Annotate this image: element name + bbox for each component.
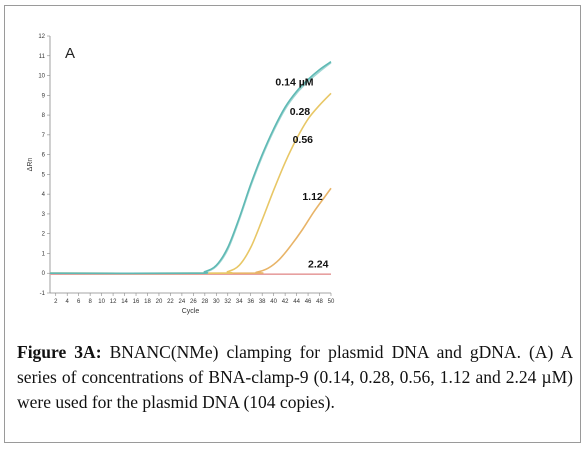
- y-tick-label: 9: [42, 93, 46, 99]
- series-label-0: 0.14 µM: [275, 76, 313, 88]
- y-tick-label: 12: [38, 34, 45, 40]
- x-tick-label: 24: [179, 299, 186, 305]
- figure-frame: A -1 0 1 2 3 4 5 6 7 8 9 10 11 12 2 4 6 8 10 12 14 16 18 20 22 24…: [4, 5, 581, 443]
- series-layer: [49, 61, 332, 276]
- x-tick-label: 10: [98, 299, 105, 305]
- series-line-3: [49, 187, 332, 275]
- x-tick-label: 26: [190, 299, 197, 305]
- y-tick-label: 8: [42, 113, 46, 119]
- x-tick-label: 6: [77, 299, 81, 305]
- x-tick-label: 2: [54, 299, 58, 305]
- x-tick-label: 28: [201, 299, 208, 305]
- x-tick-label: 30: [213, 299, 220, 305]
- series-label-4: 2.24: [308, 258, 329, 270]
- series-labels: 0.14 µM 0.28 0.56 1.12 2.24: [275, 76, 328, 270]
- y-tick-label: 7: [42, 133, 46, 139]
- y-tick-label: 0: [42, 271, 46, 277]
- y-tick-label: 2: [42, 232, 46, 238]
- x-tick-label: 4: [66, 299, 70, 305]
- series-line-0: [49, 61, 332, 275]
- y-axis-title: ΔRn: [27, 158, 34, 172]
- y-tick-label: 6: [42, 153, 46, 159]
- caption-label: Figure 3A:: [17, 342, 102, 362]
- y-tick-label: 10: [38, 74, 45, 80]
- y-tick-label: 3: [42, 212, 46, 218]
- x-tick-label: 38: [259, 299, 266, 305]
- caption-text: BNANC(NMe) clamping for plasmid DNA and …: [17, 342, 574, 412]
- x-tick-label: 32: [224, 299, 231, 305]
- x-tick-label: 42: [282, 299, 289, 305]
- x-tick-label: 34: [236, 299, 243, 305]
- x-axis-title: Cycle: [182, 308, 200, 315]
- x-tick-label: 36: [247, 299, 254, 305]
- y-tick-label: 11: [39, 54, 46, 60]
- y-tick-label: 4: [42, 192, 46, 198]
- x-tick-label: 48: [316, 299, 323, 305]
- series-label-2: 0.56: [293, 134, 314, 146]
- x-tick-label: 44: [293, 299, 300, 305]
- x-tick-label: 20: [156, 299, 163, 305]
- series-label-1: 0.28: [290, 106, 311, 118]
- x-tick-label: 12: [110, 299, 117, 305]
- x-tick-label: 8: [88, 299, 92, 305]
- series-line-2: [49, 92, 332, 275]
- series-line-1: [49, 62, 332, 275]
- x-tick-label: 14: [121, 299, 128, 305]
- x-tick-label: 40: [270, 299, 277, 305]
- figure-caption: Figure 3A: BNANC(NMe) clamping for plasm…: [17, 340, 573, 415]
- y-tick-label: 5: [42, 172, 46, 178]
- x-tick-label: 46: [305, 299, 312, 305]
- x-tick-label: 22: [167, 299, 174, 305]
- x-tick-label: 18: [144, 299, 151, 305]
- x-tick-label: 16: [133, 299, 140, 305]
- y-tick-label: 1: [42, 251, 46, 257]
- panel-letter: A: [65, 45, 75, 62]
- series-label-3: 1.12: [302, 191, 323, 203]
- x-tick-label: 50: [328, 299, 335, 305]
- y-tick-label: -1: [40, 291, 46, 297]
